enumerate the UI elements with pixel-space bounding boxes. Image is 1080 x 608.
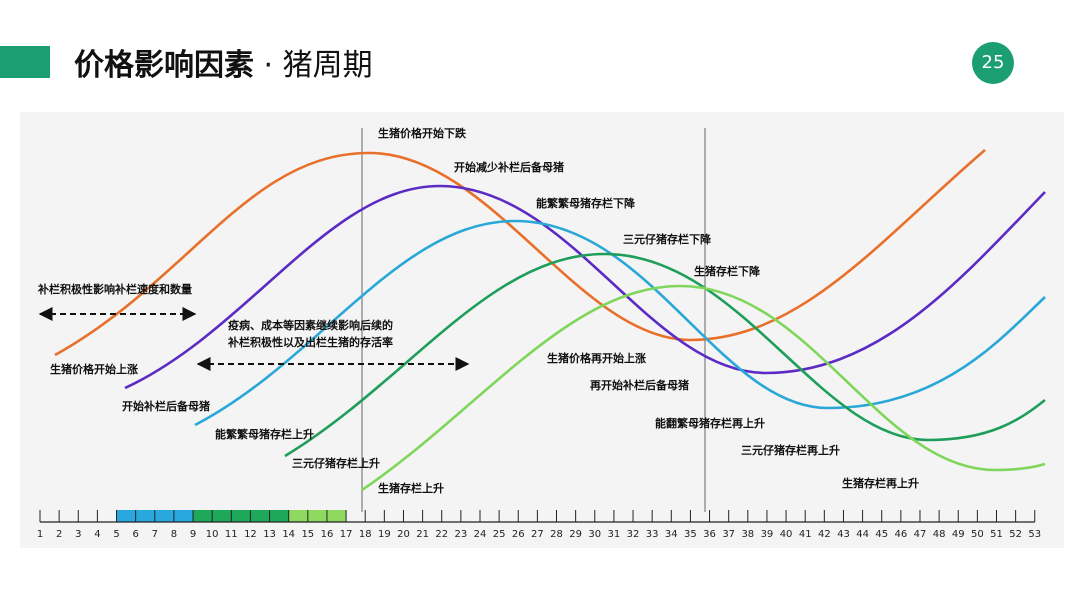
timeline-tick-label: 4: [94, 529, 100, 540]
timeline-tick-label: 10: [206, 529, 219, 540]
title-separator: ·: [254, 48, 283, 83]
timeline-tick-label: 39: [761, 529, 774, 540]
timeline-tick-label: 35: [684, 529, 697, 540]
timeline-tick-label: 29: [569, 529, 582, 540]
timeline-tick-label: 24: [474, 529, 487, 540]
timeline-tick-label: 18: [359, 529, 372, 540]
timeline-tick-label: 2: [56, 529, 62, 540]
timeline-tick-label: 15: [301, 529, 314, 540]
title-main: 价格影响因素: [74, 48, 254, 83]
timeline-tick-label: 50: [971, 529, 984, 540]
timeline-tick-label: 30: [588, 529, 601, 540]
timeline-tick-label: 44: [856, 529, 869, 540]
timeline-tick-label: 51: [990, 529, 1003, 540]
label-sow-up-again: 能翻繁母猪存栏再上升: [655, 416, 765, 430]
timeline-tick-label: 5: [113, 529, 119, 540]
label-replenish-again: 再开始补栏后备母猪: [590, 378, 689, 392]
timeline-tick-label: 7: [152, 529, 158, 540]
timeline-tick-label: 28: [550, 529, 563, 540]
sow-replenish-curve: [124, 184, 1046, 390]
timeline-tick-label: 17: [340, 529, 353, 540]
timeline-tick-label: 40: [780, 529, 793, 540]
timeline-tick-label: 26: [512, 529, 525, 540]
label-hog-up: 生猪存栏上升: [378, 481, 444, 495]
timeline-tick-label: 3: [75, 529, 81, 540]
timeline-tick-label: 38: [741, 529, 754, 540]
page-title: 价格影响因素 · 猪周期: [74, 40, 373, 84]
label-piglet-down: 三元仔猪存栏下降: [623, 232, 712, 246]
page-number-badge: 25: [972, 42, 1014, 84]
label-start-replenish: 开始补栏后备母猪: [122, 399, 210, 413]
timeline-tick-label: 53: [1028, 529, 1041, 540]
timeline-tick-label: 12: [244, 529, 257, 540]
timeline-tick-label: 47: [914, 529, 927, 540]
label-disease-line2: 补栏积极性以及出栏生猪的存活率: [227, 335, 393, 349]
timeline-tick-label: 25: [493, 529, 506, 540]
timeline-tick-label: 45: [875, 529, 888, 540]
timeline-tick-label: 23: [454, 529, 467, 540]
label-hog-up-again: 生猪存栏再上升: [842, 476, 919, 490]
timeline-tick-label: 43: [837, 529, 850, 540]
timeline-tick-label: 34: [665, 529, 678, 540]
timeline-tick-label: 42: [818, 529, 831, 540]
label-price-up-again: 生猪价格再开始上涨: [547, 351, 646, 365]
timeline-tick-label: 27: [531, 529, 544, 540]
timeline-segment: [288, 510, 347, 522]
timeline-tick-label: 36: [703, 529, 716, 540]
label-price-start-down: 生猪价格开始下跌: [378, 126, 467, 140]
timeline-tick-label: 49: [952, 529, 965, 540]
diagram-panel: [20, 112, 1064, 548]
timeline-tick-label: 8: [171, 529, 177, 540]
label-sow-down: 能繁繁母猪存栏下降: [536, 196, 636, 210]
timeline-tick-label: 52: [1009, 529, 1022, 540]
timeline-tick-label: 22: [435, 529, 448, 540]
timeline-tick-label: 13: [263, 529, 276, 540]
label-disease-line1: 疫病、成本等因素继续影响后续的: [228, 318, 393, 332]
timeline-tick-label: 6: [132, 529, 138, 540]
timeline-tick-label: 19: [378, 529, 391, 540]
timeline-tick-label: 1: [37, 529, 43, 540]
week-timeline: 1 2 3 4 5 6 7 8 9 10 11 12 13 14 15 16 17 18 19 20 21 22 23 24 2…: [37, 510, 1041, 540]
label-piglet-up: 三元仔猪存栏上升: [292, 456, 380, 470]
title-sub: 猪周期: [282, 48, 373, 83]
label-price-start-up: 生猪价格开始上涨: [50, 362, 138, 376]
timeline-tick-label: 21: [416, 529, 429, 540]
timeline-tick-label: 9: [190, 529, 196, 540]
timeline-tick-label: 32: [627, 529, 640, 540]
timeline-tick-label: 16: [321, 529, 334, 540]
label-piglet-up-again: 三元仔猪存栏再上升: [741, 443, 840, 457]
timeline-tick-label: 48: [933, 529, 946, 540]
timeline-segment: [193, 510, 289, 522]
header-accent-bar: [0, 46, 50, 78]
timeline-tick-label: 37: [722, 529, 735, 540]
timeline-tick-label: 11: [225, 529, 238, 540]
timeline-tick-label: 31: [608, 529, 621, 540]
timeline-tick-label: 33: [646, 529, 659, 540]
timeline-tick-label: 46: [894, 529, 907, 540]
hog-curve: [361, 284, 1046, 492]
label-replenish-factor: 补栏积极性影响补栏速度和数量: [37, 282, 192, 296]
label-start-reduce: 开始减少补栏后备母猪: [454, 160, 564, 174]
timeline-tick-label: 41: [799, 529, 812, 540]
piglet-curve: [284, 252, 1046, 458]
label-hog-down: 生猪存栏下降: [694, 264, 761, 278]
price-curve: [54, 149, 986, 357]
label-sow-up: 能繁繁母猪存栏上升: [215, 427, 314, 441]
timeline-tick-label: 14: [282, 529, 295, 540]
timeline-tick-label: 20: [397, 529, 410, 540]
